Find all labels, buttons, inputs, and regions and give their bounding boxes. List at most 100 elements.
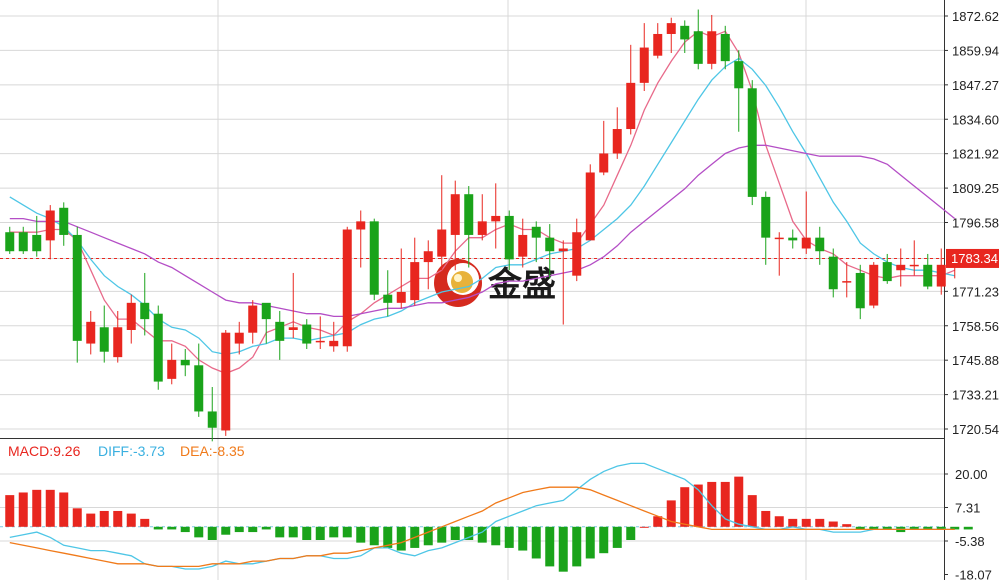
- macd-bar: [59, 492, 69, 527]
- candle-body: [585, 172, 595, 241]
- y-tick-label: 1796.58: [952, 216, 999, 231]
- candle: [747, 80, 757, 206]
- macd-tick-label: -18.07: [955, 568, 992, 580]
- candle-body: [788, 237, 798, 241]
- macd-bar: [315, 526, 325, 540]
- candle: [72, 226, 82, 363]
- candle: [518, 218, 528, 268]
- candle-body: [167, 359, 177, 379]
- macd-bar: [963, 526, 973, 530]
- macd-legend: MACD:9.26 DIFF:-3.73 DEA:-8.35: [8, 443, 245, 459]
- macd-bar: [531, 526, 541, 559]
- candle: [828, 248, 838, 298]
- candle: [558, 240, 568, 325]
- candle: [896, 248, 906, 287]
- macd-bar: [558, 526, 568, 572]
- macd-layer: [0, 462, 973, 572]
- macd-bar: [423, 526, 433, 546]
- candle-body: [842, 281, 852, 283]
- candle: [59, 202, 69, 246]
- candle: [396, 248, 406, 309]
- watermark-logo: 金盛: [434, 259, 556, 307]
- candle-body: [261, 302, 271, 320]
- macd-bar: [612, 526, 622, 548]
- macd-bar: [801, 518, 811, 527]
- candle-body: [342, 229, 352, 347]
- macd-bar: [126, 513, 136, 527]
- macd-bar: [680, 487, 690, 527]
- candle: [666, 17, 676, 53]
- macd-bar: [936, 526, 946, 530]
- candle: [153, 305, 163, 390]
- candle: [423, 240, 433, 290]
- macd-bar: [815, 518, 825, 527]
- candle: [923, 253, 933, 290]
- macd-bar: [869, 526, 879, 530]
- candle: [167, 343, 177, 385]
- macd-bar: [5, 495, 15, 527]
- macd-bar: [734, 476, 744, 527]
- candle-body: [423, 251, 433, 263]
- macd-bar: [86, 513, 96, 527]
- candle: [342, 226, 352, 352]
- macd-bar: [882, 526, 892, 530]
- candle-body: [491, 215, 501, 222]
- candle: [464, 186, 474, 268]
- macd-bar: [464, 526, 474, 540]
- macd-bar: [302, 526, 312, 540]
- macd-bar: [99, 510, 109, 527]
- macd-tick-label: -5.38: [955, 534, 985, 549]
- macd-bar: [761, 510, 771, 527]
- macd-bar: [599, 526, 609, 554]
- macd-bar: [72, 508, 82, 527]
- macd-bar: [653, 516, 663, 527]
- candle: [180, 348, 190, 377]
- candle: [302, 319, 312, 349]
- candle-body: [18, 232, 28, 252]
- macd-bar: [842, 524, 852, 527]
- y-tick-label: 1733.21: [952, 388, 999, 403]
- candle-layer: [5, 9, 960, 442]
- macd-bar: [18, 492, 28, 527]
- candle-body: [477, 221, 487, 235]
- candle-body: [464, 194, 474, 235]
- candle: [639, 23, 649, 92]
- candle-body: [369, 221, 379, 295]
- macd-bar: [45, 489, 55, 527]
- macd-bar: [275, 526, 285, 538]
- candle-body: [774, 237, 784, 240]
- macd-bar: [747, 495, 757, 527]
- candle-body: [558, 248, 568, 252]
- macd-bar: [477, 526, 487, 543]
- candle: [504, 210, 514, 271]
- candle: [491, 183, 501, 249]
- macd-bar: [923, 526, 933, 530]
- candle-body: [126, 302, 136, 330]
- macd-bar: [450, 526, 460, 540]
- candle: [788, 229, 798, 249]
- macd-tick-label: 20.00: [955, 467, 988, 482]
- candle-body: [302, 324, 312, 344]
- candle: [315, 316, 325, 349]
- candle-body: [396, 291, 406, 303]
- candle-body: [531, 226, 541, 238]
- macd-bar: [504, 526, 514, 548]
- current-price-label: 1783.34: [946, 248, 999, 268]
- macd-bar: [140, 518, 150, 527]
- price-axis: 1872.62 1859.94 1847.27 1834.60 1821.92 1809.…: [944, 9, 999, 580]
- macd-dea-line: [9, 486, 955, 568]
- candle: [288, 272, 298, 339]
- candle-body: [612, 129, 622, 154]
- candle-body: [653, 33, 663, 56]
- macd-bar: [288, 526, 298, 538]
- candle-body: [275, 321, 285, 341]
- macd-bar: [693, 484, 703, 527]
- macd-bar: [329, 526, 339, 538]
- candle-body: [761, 196, 771, 238]
- y-tick-label: 1720.54: [952, 422, 999, 437]
- macd-tick-label: 7.31: [955, 501, 980, 516]
- candle-body: [518, 234, 528, 257]
- macd-bar: [261, 526, 271, 530]
- macd-bar: [356, 526, 366, 543]
